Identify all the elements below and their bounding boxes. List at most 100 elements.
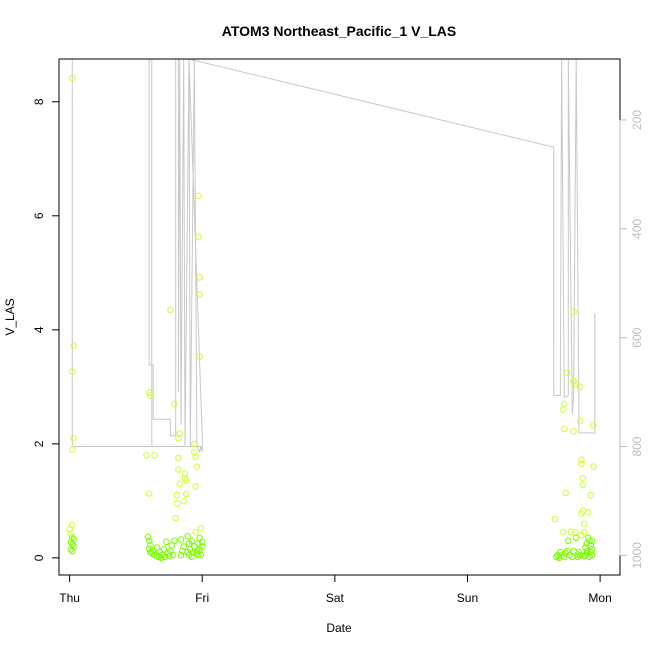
- x-tick-label: Thu: [59, 591, 80, 605]
- scatter-point: [587, 491, 595, 499]
- scatter-point: [188, 553, 195, 561]
- right-axis-tick-label: 200: [630, 110, 644, 130]
- scatter-point: [580, 552, 588, 560]
- scatter-point: [149, 547, 157, 555]
- scatter-point: [570, 308, 577, 315]
- scatter-point: [570, 428, 577, 435]
- scatter-point: [195, 192, 202, 200]
- scatter-point: [66, 526, 73, 533]
- x-tick-label: Fri: [195, 591, 209, 605]
- scatter-point: [169, 551, 177, 559]
- scatter-point: [584, 509, 592, 516]
- scatter-point: [193, 463, 201, 471]
- scatter-point: [574, 553, 581, 561]
- scatter-point: [575, 548, 583, 556]
- scatter-point: [176, 430, 183, 437]
- scatter-point: [562, 489, 569, 497]
- scatter-point: [196, 353, 203, 360]
- scatter-point: [579, 481, 587, 489]
- scatter-point: [192, 528, 199, 536]
- scatter-point: [587, 542, 595, 549]
- series-line: [71, 59, 596, 454]
- scatter-point: [196, 274, 203, 281]
- scatter-point: [567, 528, 575, 536]
- x-axis-label: Date: [326, 621, 352, 635]
- scatter-point: [171, 537, 178, 545]
- scatter-point: [590, 463, 597, 471]
- scatter-point: [578, 531, 585, 539]
- y-tick-label: 0: [32, 554, 46, 561]
- scatter-point: [69, 368, 76, 375]
- scatter-point: [145, 537, 153, 545]
- scatter-point: [551, 515, 559, 523]
- scatter-point: [69, 547, 76, 555]
- scatter-point: [69, 74, 76, 82]
- scatter-point: [195, 233, 202, 241]
- scatter-point: [69, 446, 76, 453]
- scatter-point: [578, 456, 585, 464]
- scatter-point: [180, 497, 187, 505]
- scatter-point: [70, 342, 77, 350]
- scatter-point: [192, 453, 199, 460]
- scatter-point: [183, 490, 190, 498]
- scatter-point: [175, 434, 182, 442]
- y-tick-label: 8: [32, 98, 46, 105]
- chart-axes: Thu Fri Sat Sun Mon 0 2 4 6 8 200 400 600 800 1000: [32, 58, 644, 605]
- scatter-point: [571, 380, 579, 388]
- scatter-point: [586, 537, 593, 545]
- scatter-point: [590, 422, 597, 429]
- y-tick-label: 2: [32, 440, 46, 447]
- right-axis-tick-label: 1000: [630, 542, 644, 569]
- scatter-point: [184, 532, 191, 540]
- x-tick-label: Sun: [457, 591, 478, 605]
- scatter-point: [144, 533, 152, 541]
- scatter-point: [151, 551, 158, 559]
- scatter-point: [582, 551, 589, 559]
- scatter-point: [167, 306, 174, 314]
- scatter-point: [576, 417, 584, 425]
- scatter-point: [559, 406, 567, 414]
- y-axis-label: V_LAS: [3, 298, 17, 335]
- scatter-point: [151, 452, 158, 459]
- scatter-point: [147, 392, 154, 399]
- scatter-point: [177, 551, 185, 559]
- scatter-point: [143, 452, 150, 459]
- scatter-point: [578, 460, 585, 468]
- scatter-point: [563, 369, 571, 376]
- chart-title: ATOM3 Northeast_Pacific_1 V_LAS: [222, 23, 456, 39]
- scatter-point: [192, 483, 199, 490]
- scatter-point: [579, 474, 587, 482]
- scatter-point: [171, 400, 178, 408]
- y-tick-label: 4: [32, 326, 46, 333]
- scatter-point: [183, 477, 190, 484]
- scatter-point: [561, 425, 568, 433]
- scatter-point: [572, 534, 580, 542]
- scatter-point: [70, 434, 77, 442]
- scatter-point: [147, 542, 154, 549]
- scatter-point: [160, 546, 168, 553]
- x-tick-label: Mon: [588, 591, 611, 605]
- scatter-point: [173, 500, 181, 508]
- scatter-point: [175, 454, 182, 462]
- scatter-point: [67, 546, 75, 553]
- chart-marks: [66, 59, 597, 562]
- scatter-point: [565, 537, 572, 545]
- scatter-point: [191, 440, 198, 448]
- scatter-point: [197, 524, 205, 532]
- scatter-point: [188, 537, 195, 545]
- scatter-point: [175, 466, 182, 473]
- right-axis-tick-label: 400: [630, 218, 644, 238]
- scatter-point: [145, 490, 153, 497]
- scatter-point: [181, 470, 189, 477]
- scatter-point: [196, 291, 203, 298]
- scatter-point: [176, 480, 183, 488]
- scatter-point: [172, 514, 179, 522]
- y-tick-label: 6: [32, 212, 46, 219]
- scatter-point: [198, 538, 206, 546]
- plot-area: [66, 59, 597, 562]
- scatter-point: [177, 536, 185, 543]
- scatter-point: [180, 543, 187, 550]
- right-axis-tick-label: 600: [630, 327, 644, 347]
